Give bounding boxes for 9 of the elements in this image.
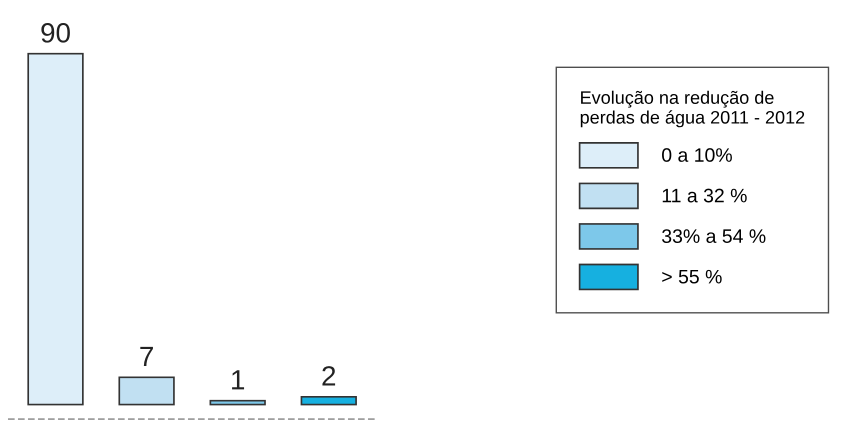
data-label: 2 <box>322 366 336 386</box>
legend-label: 11 a 32 % <box>662 188 747 202</box>
legend-label: 33% a 54 % <box>662 229 766 243</box>
legend-label: 0 a 10% <box>662 148 732 162</box>
legend-title: Evolução na redução de perdas de água 2011 - 2012 <box>580 90 804 128</box>
data-label: 90 <box>41 23 70 43</box>
data-label: 1 <box>232 370 244 390</box>
data-label: 7 <box>140 346 153 366</box>
legend-label: > 55 % <box>662 270 722 284</box>
